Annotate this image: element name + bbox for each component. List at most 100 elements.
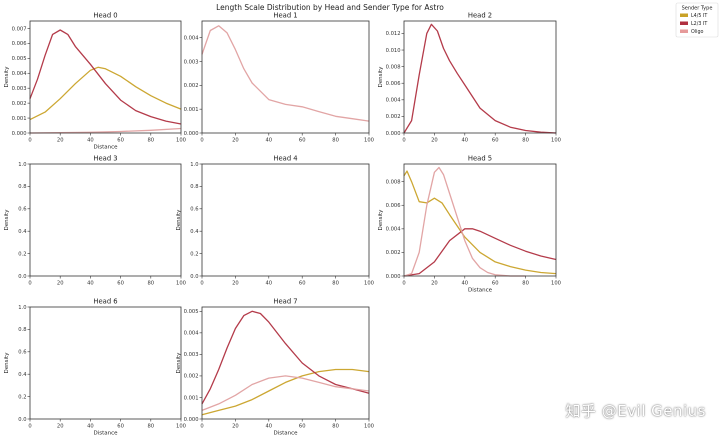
- x-tick-label: 40: [87, 281, 94, 287]
- y-tick-label: 0.008: [386, 179, 401, 185]
- panel-head-2: 0 20 40 60 80 100 0.000 0.002 0.004 0.006 0.008 0.0…: [378, 12, 561, 144]
- plot-frame: [201, 163, 370, 277]
- y-tick-label: 1.0: [190, 162, 198, 168]
- panel-head-5: 0 20 40 60 80 100 0.000 0.002 0.004 0.006 0.008 Hea…: [378, 155, 561, 294]
- x-tick-label: 80: [147, 138, 154, 144]
- x-tick-label: 40: [265, 138, 272, 144]
- y-tick-label: 0.004: [184, 35, 200, 41]
- y-tick-label: 0.001: [12, 116, 27, 122]
- x-tick-label: 60: [299, 424, 306, 430]
- panel-head-0: 0 20 40 60 80 100 0.000 0.001 0.002 0.003 0.004 0.0…: [4, 12, 186, 151]
- series-line-l4-5-it: [201, 368, 370, 416]
- figure-title: Length Scale Distribution by Head and Se…: [216, 3, 444, 12]
- legend-swatch: [680, 21, 688, 25]
- plot-frame: [201, 20, 370, 134]
- panel-head-6: 0 20 40 60 80 100 0.0 0.2 0.4 0.6 0.8 1.0 Head 6 Dist…: [4, 298, 186, 437]
- y-tick-label: 0.005: [12, 56, 27, 62]
- x-tick-label: 40: [87, 138, 94, 144]
- x-tick-label: 20: [57, 424, 64, 430]
- y-tick-label: 0.002: [386, 250, 401, 256]
- x-tick-label: 0: [200, 281, 203, 287]
- y-tick-label: 0.0: [18, 417, 26, 423]
- x-tick-label: 80: [522, 138, 529, 144]
- y-tick-label: 0.012: [386, 31, 401, 37]
- y-tick-label: 0.000: [386, 131, 401, 137]
- x-tick-label: 60: [117, 281, 124, 287]
- x-tick-label: 40: [265, 424, 272, 430]
- y-tick-label: 0.000: [184, 131, 199, 137]
- y-tick-label: 0.0: [190, 274, 198, 280]
- x-axis-label: Distance: [93, 145, 118, 151]
- legend-label: L4/5 IT: [691, 13, 707, 19]
- y-axis-label: Density: [4, 66, 10, 88]
- x-tick-label: 40: [265, 281, 272, 287]
- y-tick-label: 0.2: [190, 251, 198, 257]
- x-tick-label: 80: [332, 138, 339, 144]
- y-tick-label: 0.000: [12, 131, 27, 137]
- x-tick-label: 60: [492, 138, 499, 144]
- panel-title: Head 5: [468, 155, 492, 163]
- series-line-oligo: [29, 127, 182, 134]
- y-tick-label: 1.0: [18, 162, 26, 168]
- y-axis-label: Density: [378, 209, 384, 231]
- panel-head-7: 0 20 40 60 80 1000.0000.0010.0020.0030.0040.0…: [176, 298, 374, 437]
- x-tick-label: 20: [57, 281, 64, 287]
- x-tick-label: 60: [117, 138, 124, 144]
- y-tick-label: 0.007: [12, 26, 27, 32]
- y-tick-label: 0.4: [190, 229, 199, 235]
- plot-frame: [201, 306, 370, 420]
- y-axis-label: Density: [4, 352, 10, 374]
- y-tick-label: 0.004: [184, 331, 200, 337]
- x-axis-label: Distance: [273, 431, 298, 437]
- series-line-l2-3-it: [201, 310, 370, 405]
- x-tick-label: 80: [332, 281, 339, 287]
- y-tick-label: 0.008: [386, 64, 401, 70]
- plot-frame: [403, 163, 557, 277]
- x-tick-label: 20: [431, 138, 438, 144]
- x-tick-label: 80: [522, 281, 529, 287]
- x-axis-label: Distance: [93, 431, 118, 437]
- watermark: 知乎 @Evil Genius: [565, 402, 706, 420]
- x-tick-label: 60: [117, 424, 124, 430]
- panel-head-3: 0 20 40 60 80 100 0.0 0.2 0.4 0.6 0.8 1.0 Head 3 Dens…: [4, 155, 186, 287]
- legend-box: [675, 2, 719, 38]
- x-tick-label: 60: [299, 281, 306, 287]
- x-tick-label: 40: [461, 281, 468, 287]
- y-tick-label: 1.0: [18, 305, 26, 311]
- y-tick-label: 0.001: [184, 107, 199, 113]
- x-tick-label: 20: [232, 138, 239, 144]
- legend-swatch: [680, 13, 688, 17]
- series-line-l2-3-it: [403, 23, 557, 134]
- series-line-oligo: [201, 25, 370, 122]
- panel-title: Head 7: [273, 298, 297, 306]
- x-tick-label: 100: [364, 424, 374, 430]
- series-line-oligo: [403, 166, 526, 277]
- legend-label: Oligo: [691, 29, 703, 35]
- y-tick-label: 0.0: [18, 274, 26, 280]
- y-axis-label: Density: [4, 209, 10, 231]
- y-tick-label: 0.2: [18, 394, 26, 400]
- x-tick-label: 0: [28, 138, 31, 144]
- y-tick-label: 0.006: [386, 81, 401, 87]
- y-tick-label: 0.8: [190, 184, 198, 190]
- y-tick-label: 0.8: [18, 327, 26, 333]
- x-tick-label: 60: [299, 138, 306, 144]
- plot-frame: [29, 163, 182, 277]
- series-line-l2-3-it: [29, 29, 182, 125]
- panel-title: Head 0: [93, 12, 117, 20]
- y-tick-label: 0.003: [184, 352, 199, 358]
- y-tick-label: 0.4: [18, 372, 27, 378]
- subplot-grid: 0 20 40 60 80 1000.0000.0010.0020.0030.0040.0…: [4, 12, 561, 437]
- x-tick-label: 0: [28, 424, 31, 430]
- y-tick-label: 0.002: [12, 101, 27, 107]
- x-tick-label: 60: [492, 281, 499, 287]
- x-tick-label: 0: [28, 281, 31, 287]
- y-tick-label: 0.2: [18, 251, 26, 257]
- x-tick-label: 0: [402, 138, 405, 144]
- panel-head-1: 0 20 40 60 80 100 0.000 0.001 0.002 0.003 0.004 Hea…: [184, 12, 374, 144]
- y-tick-label: 0.004: [12, 71, 28, 77]
- series-line-l4-5-it: [403, 170, 557, 275]
- y-tick-label: 0.002: [184, 83, 199, 89]
- x-tick-label: 100: [176, 138, 186, 144]
